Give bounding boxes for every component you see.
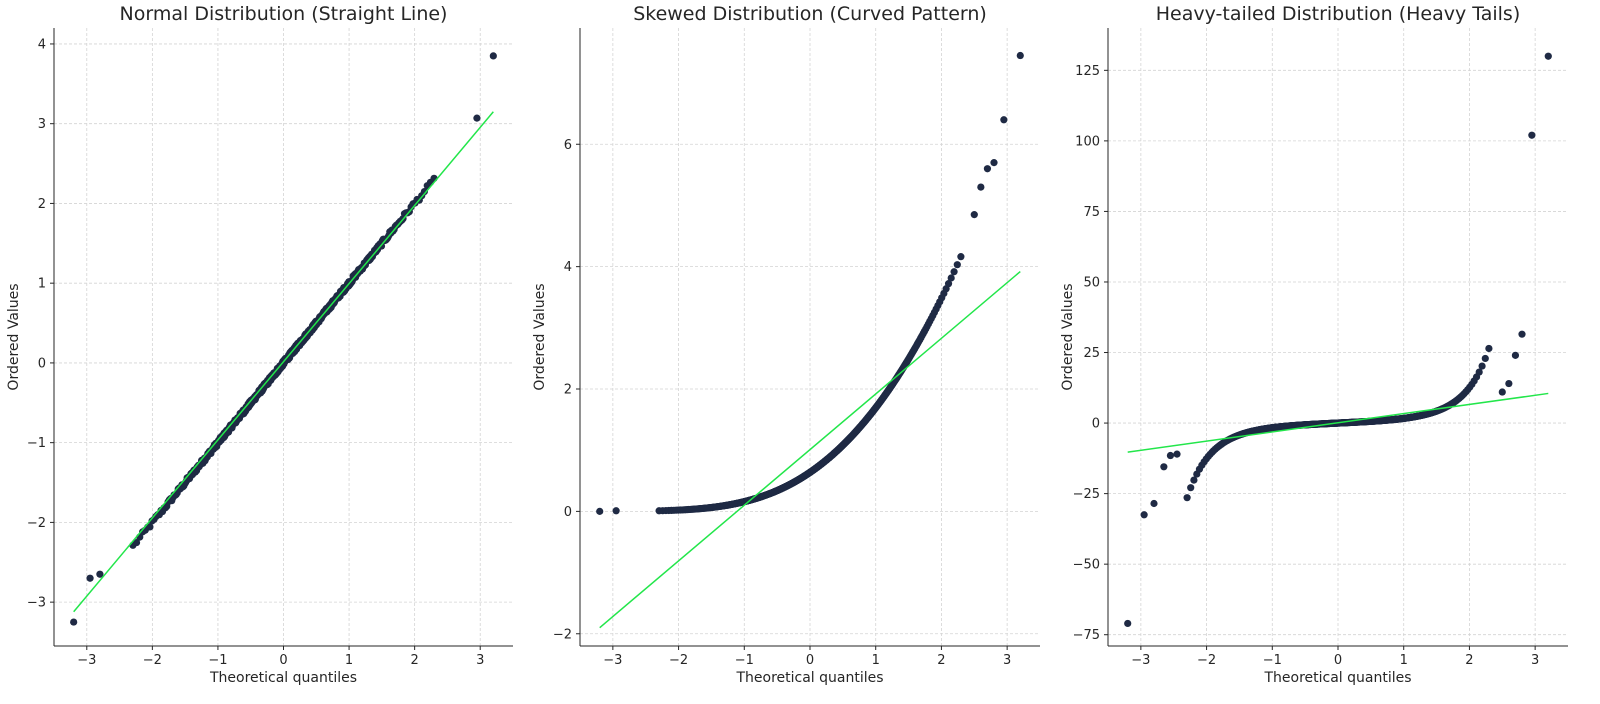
- y-tick-label: 100: [1075, 134, 1100, 149]
- y-tick-label: −2: [553, 627, 572, 642]
- y-tick-label: 4: [564, 260, 572, 275]
- data-point: [990, 159, 998, 167]
- sample-point: [953, 261, 961, 269]
- x-tick-label: 3: [1003, 653, 1011, 668]
- panel-normal: −3 −2 −1 0 1 2 3 −3 −2 −1 0 1 2 3 4 Normal Distribution…: [6, 3, 513, 686]
- x-tick-label: 0: [1334, 653, 1342, 668]
- y-tick-label: 0: [38, 356, 46, 371]
- y-tick-label: 2: [38, 197, 46, 212]
- data-point: [1160, 463, 1168, 471]
- y-axis-label: Ordered Values: [532, 283, 548, 390]
- y-tick-label: 125: [1075, 64, 1100, 79]
- x-tick-label: 3: [476, 653, 484, 668]
- data-point: [1150, 499, 1158, 508]
- y-axis-label: Ordered Values: [1060, 283, 1076, 390]
- fit-line: [73, 111, 494, 613]
- x-tick-label: 1: [872, 653, 880, 668]
- x-tick-label: −3: [77, 653, 96, 668]
- x-tick-label: 2: [1465, 653, 1473, 668]
- x-tick-label: −2: [669, 653, 688, 668]
- data-point: [1166, 451, 1175, 460]
- y-tick-label: 6: [564, 138, 572, 153]
- y-tick-label: −3: [27, 596, 46, 611]
- sample-point: [1485, 344, 1493, 353]
- x-tick-label: −3: [1131, 653, 1150, 668]
- x-tick-label: −3: [603, 653, 622, 668]
- data-point: [1140, 511, 1148, 519]
- data-point: [1528, 131, 1536, 139]
- y-tick-label: 25: [1083, 346, 1100, 361]
- data-point: [596, 507, 604, 515]
- chart-title: Heavy-tailed Distribution (Heavy Tails): [1156, 3, 1521, 25]
- data-point: [96, 570, 104, 578]
- data-point: [1000, 116, 1008, 124]
- y-tick-label: −1: [27, 436, 46, 451]
- panel-heavy-tailed: −3 −2 −1 0 1 2 3 −75 −50 −25 0 25 50 75 100 125 Heavy-ta…: [1060, 3, 1568, 686]
- data-point: [1124, 619, 1132, 628]
- y-tick-label: 2: [564, 383, 572, 398]
- data-point: [1511, 351, 1520, 359]
- data-point: [70, 618, 78, 626]
- data-point: [489, 52, 497, 60]
- sample-point: [957, 253, 965, 261]
- data-point: [1173, 450, 1181, 458]
- data-point: [86, 574, 94, 582]
- data-point: [1544, 52, 1552, 60]
- sample-point: [1481, 354, 1489, 363]
- x-tick-label: −2: [143, 653, 162, 668]
- sample-point: [146, 523, 154, 531]
- x-tick-label: −1: [1263, 653, 1282, 668]
- data-point: [612, 507, 620, 515]
- data-point: [1498, 388, 1506, 396]
- y-tick-label: 50: [1083, 275, 1100, 290]
- y-tick-label: −75: [1073, 628, 1100, 643]
- sample-point: [1190, 476, 1198, 484]
- x-tick-label: −2: [1197, 653, 1216, 668]
- x-tick-label: 1: [345, 653, 353, 668]
- x-axis-label: Theoretical quantiles: [209, 670, 357, 686]
- sample-point: [1187, 484, 1195, 492]
- data-point: [1505, 379, 1513, 388]
- data-point: [977, 183, 985, 191]
- data-point: [1016, 51, 1024, 60]
- x-tick-label: 2: [411, 653, 419, 668]
- y-tick-label: −50: [1073, 558, 1100, 573]
- x-tick-label: 1: [1400, 653, 1408, 668]
- sample-point: [132, 538, 141, 547]
- fit-line: [599, 270, 1021, 629]
- y-tick-label: 0: [564, 505, 572, 520]
- chart-title: Normal Distribution (Straight Line): [120, 3, 448, 25]
- x-tick-label: 0: [806, 653, 814, 668]
- x-axis-label: Theoretical quantiles: [735, 670, 883, 686]
- y-tick-label: −25: [1073, 487, 1100, 502]
- x-tick-label: −1: [735, 653, 754, 668]
- sample-point: [1478, 362, 1486, 370]
- data-point: [1518, 330, 1526, 338]
- fit-line: [1127, 392, 1549, 453]
- y-axis-label: Ordered Values: [6, 283, 22, 390]
- panel-skewed: −3 −2 −1 0 1 2 3 −2 0 2 4 6 Skewed Distribution (Cur…: [532, 3, 1040, 686]
- sample-point: [420, 187, 428, 196]
- sample-point: [1183, 494, 1191, 502]
- data-point: [983, 165, 992, 173]
- sample-point: [947, 274, 955, 282]
- y-tick-label: 4: [38, 37, 46, 52]
- data-point: [970, 211, 978, 219]
- y-tick-label: 75: [1083, 205, 1100, 220]
- chart-title: Skewed Distribution (Curved Pattern): [633, 3, 987, 25]
- x-axis-label: Theoretical quantiles: [1263, 670, 1411, 686]
- y-tick-label: −2: [27, 516, 46, 531]
- sample-point: [944, 280, 953, 288]
- data-point: [473, 114, 481, 122]
- x-tick-label: 3: [1531, 653, 1539, 668]
- x-tick-label: 0: [279, 653, 287, 668]
- y-tick-label: 1: [38, 277, 46, 292]
- sample-point: [950, 268, 958, 276]
- y-tick-label: 3: [38, 117, 46, 132]
- x-tick-label: −1: [208, 653, 227, 668]
- sample-point: [1475, 368, 1483, 376]
- y-tick-label: 0: [1092, 417, 1100, 432]
- x-tick-label: 2: [937, 653, 945, 668]
